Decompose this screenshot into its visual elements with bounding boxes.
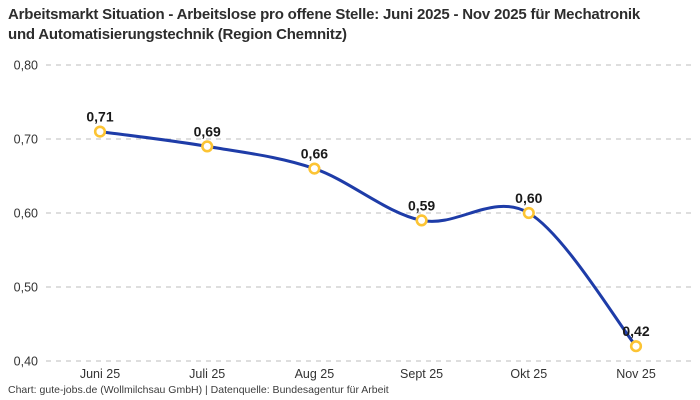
data-point-label: 0,69	[194, 123, 221, 139]
chart-title: Arbeitsmarkt Situation - Arbeitslose pro…	[8, 6, 641, 43]
data-point-label: 0,59	[408, 197, 435, 213]
series-line	[98, 130, 638, 348]
x-axis-tick-label: Okt 25	[510, 367, 547, 381]
x-axis-tick-label: Aug 25	[295, 367, 335, 381]
data-point-label: 0,60	[515, 190, 542, 206]
y-axis-tick-label: 0,40	[14, 355, 38, 369]
data-point-marker	[308, 162, 321, 175]
x-axis-tick-label: Juli 25	[189, 367, 225, 381]
data-point-label: 0,66	[301, 146, 328, 162]
y-axis-tick-label: 0,60	[14, 207, 38, 221]
chart-footer: Chart: gute-jobs.de (Wollmilchsau GmbH) …	[8, 384, 389, 396]
data-point-label: 0,42	[622, 323, 649, 339]
data-point-marker	[415, 214, 428, 227]
y-axis-tick-label: 0,70	[14, 133, 38, 147]
x-axis-tick-label: Sept 25	[400, 367, 443, 381]
data-point-marker	[201, 140, 214, 153]
x-axis-tick-label: Juni 25	[80, 367, 120, 381]
y-axis-tick-label: 0,50	[14, 281, 38, 295]
data-point-marker	[629, 340, 643, 353]
data-point-marker	[522, 206, 535, 220]
data-point-label: 0,71	[86, 109, 113, 125]
y-axis-tick-label: 0,80	[14, 59, 38, 73]
x-axis-tick-label: Nov 25	[616, 367, 656, 381]
data-point-marker	[93, 125, 107, 138]
